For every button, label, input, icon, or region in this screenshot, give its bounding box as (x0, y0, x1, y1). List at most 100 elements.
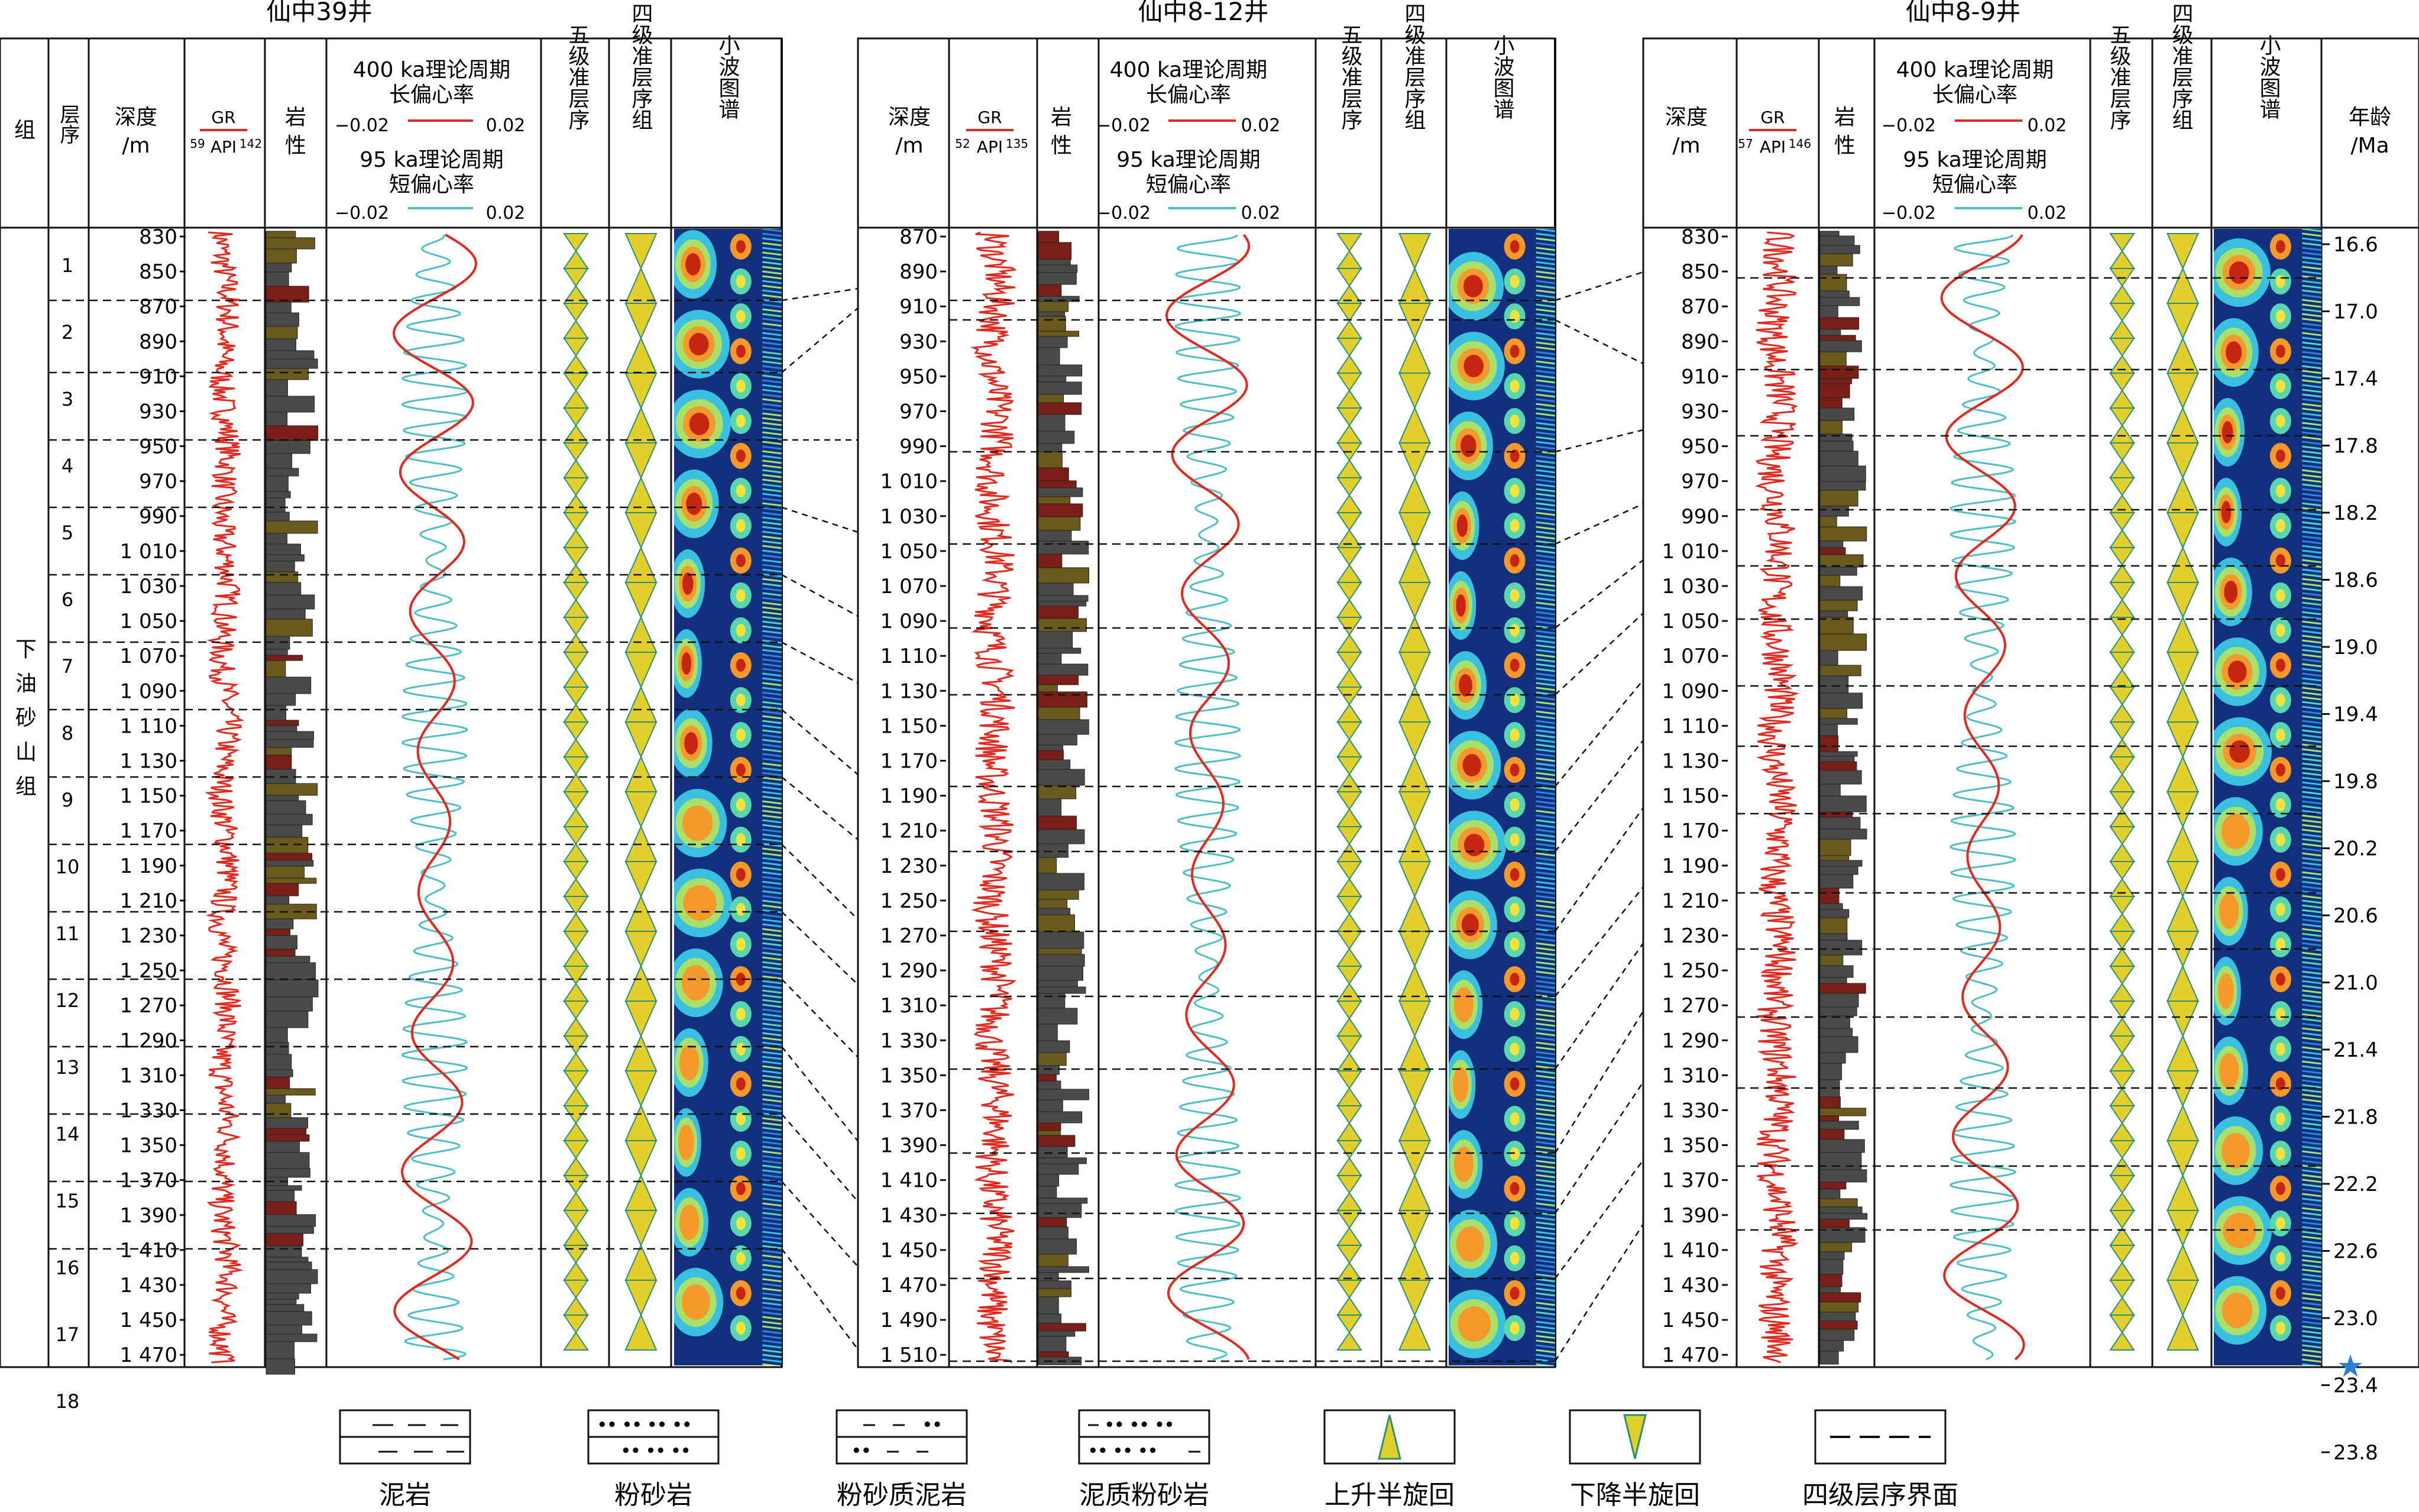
wavelet-texture (2302, 1074, 2321, 1079)
wavelet-band (1456, 1226, 1485, 1262)
wavelet-texture (762, 521, 782, 526)
wavelet-band (1510, 1287, 1520, 1300)
rising-half-cycle-triangle (1336, 250, 1362, 269)
depth-tick-label: 1 350 (120, 1134, 177, 1158)
wavelet-texture (2302, 1060, 2321, 1065)
wavelet-texture (2302, 341, 2321, 346)
lithology-bed (1038, 759, 1071, 770)
rising-half-cycle-triangle (2166, 1174, 2200, 1211)
wavelet-band (2227, 661, 2247, 683)
wavelet-texture (762, 866, 782, 871)
depth-tick-label: 950 (899, 365, 938, 388)
falling-half-cycle-triangle (1336, 1105, 1362, 1125)
lithology-bed (1038, 1040, 1070, 1053)
wavelet-texture (1536, 734, 1555, 739)
wavelet-band (1510, 1182, 1520, 1195)
wavelet-texture (1536, 592, 1555, 597)
rising-half-cycle-triangle (563, 808, 589, 827)
wavelet-texture (2302, 838, 2321, 843)
lithology-bed (265, 302, 292, 313)
wavelet-band (736, 868, 746, 881)
depth-tick-label: 970 (899, 400, 938, 424)
lithology-bed (265, 1011, 309, 1028)
wavelet-texture (1536, 634, 1555, 639)
lithology-bed (265, 649, 288, 656)
falling-half-cycle-triangle (563, 1140, 589, 1160)
wavelet-band (736, 484, 746, 497)
wavelet-texture (2302, 1027, 2321, 1032)
wavelet-texture (762, 1335, 782, 1339)
wavelet-texture (1536, 933, 1555, 937)
wavelet-texture (1536, 1188, 1555, 1193)
wavelet-band (2275, 694, 2285, 707)
wavelet-texture (1536, 757, 1555, 762)
wavelet-texture (762, 1349, 782, 1354)
wavelet-texture (762, 1245, 782, 1249)
wavelet-texture (762, 261, 782, 266)
depth-tick-label: 1 150 (1662, 785, 1719, 808)
wavelet-texture (1536, 1018, 1555, 1022)
depth-tick-label: 1 250 (880, 889, 938, 913)
rising-half-cycle-triangle (1336, 424, 1362, 443)
headers-well-1: 组 层序 深度 /m GR 59 API 142 岩 性 400 ka理论周期 … (14, 2, 740, 224)
lithology-bed (1819, 860, 1863, 867)
wavelet-texture (2302, 843, 2321, 847)
lithology-bed (1819, 756, 1855, 762)
falling-half-cycle-triangle (1336, 512, 1362, 532)
lithology-bed (265, 956, 310, 963)
lithology-bed (1819, 933, 1848, 941)
wavelet-texture (762, 942, 782, 947)
falling-half-cycle-triangle (624, 861, 658, 898)
lithology-bed (1819, 1251, 1845, 1260)
falling-half-cycle-triangle (1336, 582, 1362, 601)
wavelet-texture (762, 1056, 782, 1060)
wavelet-texture (1536, 1259, 1555, 1264)
wavelet-band (2219, 893, 2239, 929)
well-title-2: 仙中8-12井 (1138, 0, 1268, 26)
wavelet-band (1510, 729, 1520, 742)
wavelet-texture (1536, 866, 1555, 871)
wavelet-texture (762, 1339, 782, 1344)
wavelet-texture (1536, 729, 1555, 734)
rising-half-cycle-triangle (1398, 1244, 1432, 1281)
age-label: 17.8 (2333, 435, 2378, 458)
wavelet-band (2221, 501, 2232, 523)
wavelet-texture (2302, 1108, 2321, 1112)
wavelet-texture (762, 247, 782, 251)
falling-half-cycle-triangle (2166, 233, 2200, 270)
falling-half-cycle-triangle (624, 1001, 658, 1038)
correlation-line (781, 1113, 859, 1202)
lithology-bed (1038, 394, 1064, 403)
header-ecc-max-2: 0.02 (2028, 203, 2067, 224)
age-label: 17.4 (2333, 367, 2378, 391)
wavelet-texture (1536, 1112, 1555, 1117)
lithology-bed (1819, 1198, 1858, 1207)
lithology-bed (265, 1214, 316, 1227)
depth-tick-label: 990 (139, 505, 177, 529)
wavelet-texture (1536, 649, 1555, 653)
rising-half-cycle-triangle (2109, 773, 2135, 792)
lithology-bed (265, 1325, 302, 1335)
wavelet-texture (2302, 242, 2321, 247)
wavelet-texture (2302, 445, 2321, 450)
wavelet-texture (2302, 611, 2321, 616)
lithology-bed (1038, 331, 1080, 337)
wavelet-texture (1536, 488, 1555, 493)
wavelet-texture (2302, 1240, 2321, 1245)
lithology-bed (265, 996, 313, 1012)
rising-half-cycle-triangle (624, 755, 658, 792)
wavelet-texture (2302, 1216, 2321, 1221)
rising-half-cycle-triangle (563, 982, 589, 1002)
wavelet-band (1510, 275, 1520, 288)
wavelet-texture (2302, 1226, 2321, 1231)
rising-half-cycle-triangle (563, 250, 589, 269)
wavelet-band (2275, 1112, 2285, 1125)
wavelet-texture (762, 672, 782, 677)
wavelet-band (1461, 914, 1479, 936)
depth-tick-label: 1 030 (120, 575, 177, 598)
wavelet-texture (2302, 398, 2321, 403)
sequence-number: 4 (61, 455, 73, 477)
depth-tick-label: 970 (1681, 470, 1719, 494)
lithology-bed (265, 453, 293, 469)
lithology-bed (265, 248, 297, 264)
